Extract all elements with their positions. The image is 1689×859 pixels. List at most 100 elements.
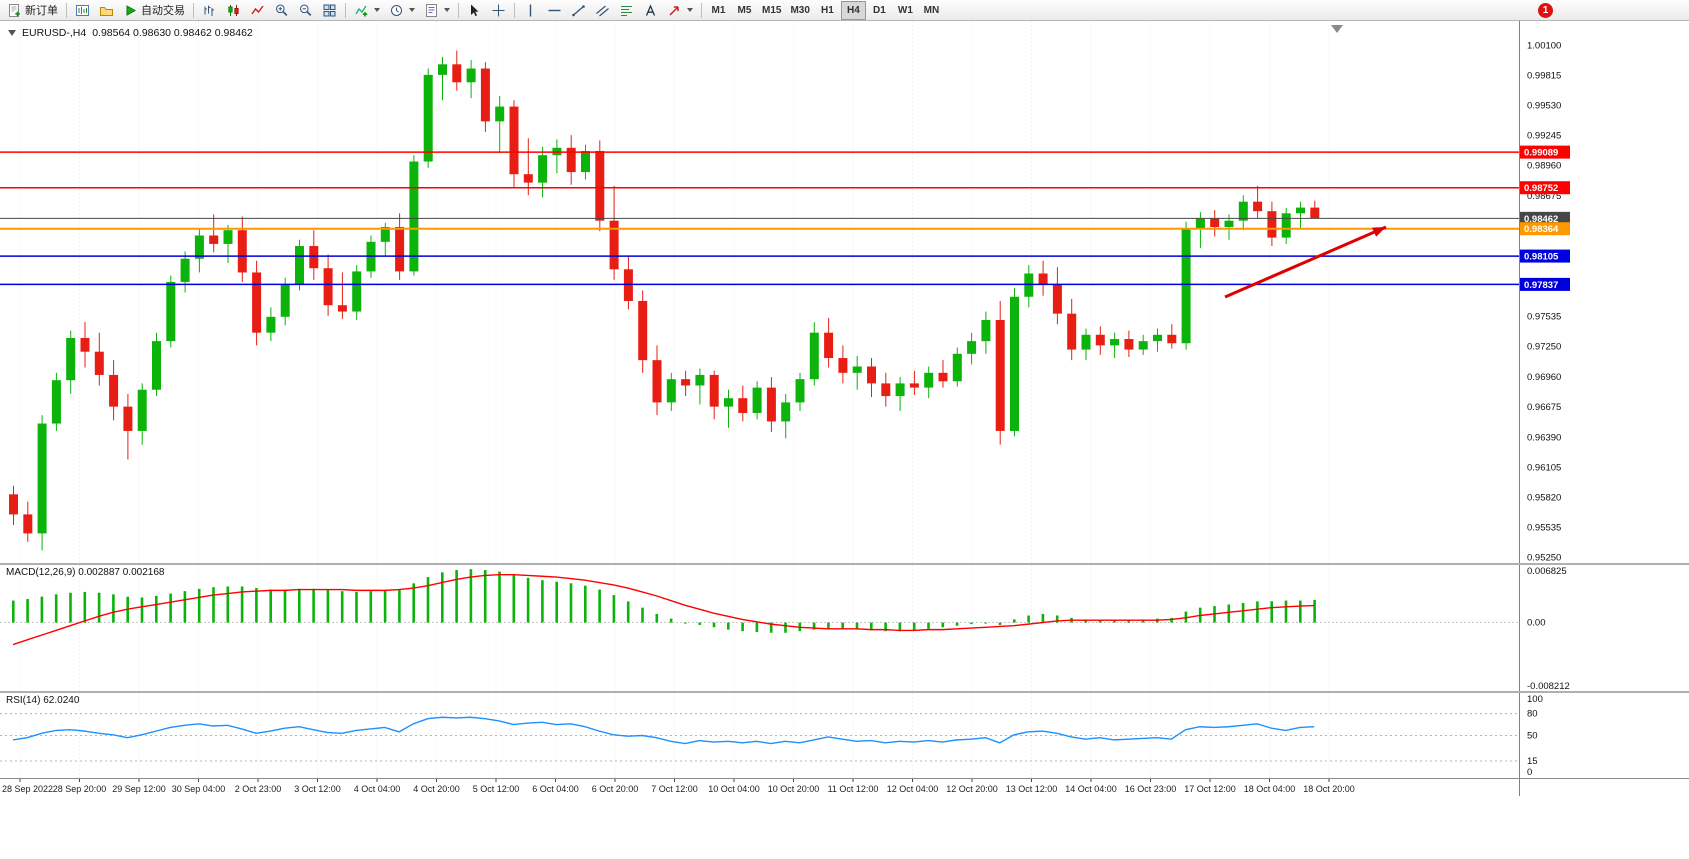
candlestick-chart-button[interactable] xyxy=(222,1,245,20)
svg-text:80: 80 xyxy=(1527,709,1538,720)
tf-button-m1[interactable]: M1 xyxy=(706,1,731,20)
svg-text:1.00100: 1.00100 xyxy=(1527,40,1561,51)
svg-text:12 Oct 20:00: 12 Oct 20:00 xyxy=(946,784,998,794)
new-chart-button[interactable] xyxy=(71,1,94,20)
svg-text:0.95820: 0.95820 xyxy=(1527,492,1561,503)
zoom-in-button[interactable] xyxy=(270,1,293,20)
time-axis-canvas[interactable]: 28 Sep 2022 28 Sep 20:00 29 Sep 12:00 30 Se… xyxy=(0,779,1689,797)
tf-button-h1[interactable]: H1 xyxy=(815,1,840,20)
svg-text:16 Oct 23:00: 16 Oct 23:00 xyxy=(1125,784,1177,794)
cursor-button[interactable] xyxy=(463,1,486,20)
toolbar-separator xyxy=(66,2,67,18)
chart-profiles-button[interactable] xyxy=(95,1,118,20)
chart-shift-marker xyxy=(1331,25,1343,33)
toolbar-separator xyxy=(193,2,194,18)
text-button[interactable] xyxy=(639,1,662,20)
tf-button-w1[interactable]: W1 xyxy=(893,1,918,20)
macd-label: MACD(12,26,9) 0.002887 0.002168 xyxy=(6,567,165,578)
svg-text:7 Oct 12:00: 7 Oct 12:00 xyxy=(651,784,698,794)
panel-resize-handle[interactable] xyxy=(0,563,1689,565)
rsi-canvas[interactable]: 100 80 50 150 xyxy=(0,693,1689,778)
svg-text:13 Oct 12:00: 13 Oct 12:00 xyxy=(1006,784,1058,794)
templates-button[interactable] xyxy=(420,1,454,20)
zoom-out-icon xyxy=(300,4,312,16)
svg-text:0.98752: 0.98752 xyxy=(1524,183,1558,194)
toolbar-separator xyxy=(514,2,515,18)
svg-text:0.96960: 0.96960 xyxy=(1527,372,1561,383)
chart-title: EURUSD-,H4 0.98564 0.98630 0.98462 0.984… xyxy=(8,27,253,39)
templates-icon xyxy=(426,3,437,17)
time-axis[interactable]: 28 Sep 2022 28 Sep 20:00 29 Sep 12:00 30 Se… xyxy=(0,778,1689,797)
crosshair-button[interactable] xyxy=(487,1,510,20)
channel-button[interactable] xyxy=(591,1,614,20)
svg-text:3 Oct 12:00: 3 Oct 12:00 xyxy=(294,784,341,794)
svg-text:0.96105: 0.96105 xyxy=(1527,462,1561,473)
svg-text:29 Sep 12:00: 29 Sep 12:00 xyxy=(112,784,166,794)
indicators-button[interactable] xyxy=(350,1,384,20)
svg-text:30 Sep 04:00: 30 Sep 04:00 xyxy=(172,784,226,794)
text-icon xyxy=(645,3,656,16)
svg-text:0.98675: 0.98675 xyxy=(1527,191,1561,202)
price-tag xyxy=(1520,249,1570,263)
panel-resize-handle[interactable] xyxy=(0,691,1689,693)
svg-text:0.99089: 0.99089 xyxy=(1524,148,1558,159)
zoom-out-button[interactable] xyxy=(294,1,317,20)
auto-trading-label: 自动交易 xyxy=(141,5,185,17)
svg-text:0.95535: 0.95535 xyxy=(1527,523,1561,534)
tf-button-m15[interactable]: M15 xyxy=(758,1,785,20)
svg-text:18 Oct 20:00: 18 Oct 20:00 xyxy=(1303,784,1355,794)
auto-trading-button[interactable]: 自动交易 xyxy=(119,1,189,20)
chart-profiles-icon xyxy=(100,6,113,16)
notification-badge[interactable]: 1 xyxy=(1538,3,1553,18)
tile-windows-button[interactable] xyxy=(318,1,341,20)
new-order-button[interactable]: 新订单 xyxy=(3,1,62,20)
svg-text:4 Oct 20:00: 4 Oct 20:00 xyxy=(413,784,460,794)
svg-text:0.99815: 0.99815 xyxy=(1527,70,1561,81)
svg-text:0.98364: 0.98364 xyxy=(1524,224,1559,235)
svg-text:0.96390: 0.96390 xyxy=(1527,432,1561,443)
vertical-line-button[interactable] xyxy=(519,1,542,20)
tf-button-d1[interactable]: D1 xyxy=(867,1,892,20)
macd-canvas[interactable]: 0.006825 0.00 -0.008212 xyxy=(0,565,1689,692)
ohlc-values: 0.98564 0.98630 0.98462 0.98462 xyxy=(92,27,253,39)
horizontal-line-button[interactable] xyxy=(543,1,566,20)
main-chart[interactable]: 1.00100 0.99815 0.99530 0.99245 0.98960 0.986… xyxy=(0,21,1689,564)
price-tag xyxy=(1520,211,1570,225)
arrows-button[interactable] xyxy=(663,1,697,20)
channel-icon xyxy=(596,5,609,16)
fibonacci-button[interactable] xyxy=(615,1,638,20)
bar-chart-button[interactable] xyxy=(198,1,221,20)
trendline-icon xyxy=(572,4,585,16)
rsi-panel[interactable]: RSI(14) 62.0240 100 80 50 15 0 xyxy=(0,693,1689,778)
periods-button[interactable] xyxy=(385,1,419,20)
new-order-icon xyxy=(9,3,20,17)
tf-button-mn[interactable]: MN xyxy=(919,1,944,20)
tf-button-m30[interactable]: M30 xyxy=(786,1,813,20)
toolbar: 新订单 自动交易 xyxy=(0,0,1689,21)
svg-text:4 Oct 04:00: 4 Oct 04:00 xyxy=(354,784,401,794)
trendline-button[interactable] xyxy=(567,1,590,20)
one-click-trading-toggle[interactable] xyxy=(8,30,16,36)
chevron-down-icon xyxy=(687,8,693,12)
tf-button-m5[interactable]: M5 xyxy=(732,1,757,20)
price-tag xyxy=(1520,222,1570,236)
svg-text:0.97250: 0.97250 xyxy=(1527,341,1561,352)
line-chart-button[interactable] xyxy=(246,1,269,20)
horizontal-line-icon xyxy=(548,9,561,11)
crosshair-icon xyxy=(492,4,505,16)
svg-text:2 Oct 23:00: 2 Oct 23:00 xyxy=(235,784,282,794)
svg-text:11 Oct 12:00: 11 Oct 12:00 xyxy=(828,784,879,794)
svg-text:0.99245: 0.99245 xyxy=(1527,131,1561,142)
window-background xyxy=(0,796,1689,859)
symbol-period-label: EURUSD-,H4 xyxy=(22,27,87,39)
price-tag xyxy=(1520,145,1570,159)
auto-trading-icon xyxy=(126,4,137,16)
macd-panel[interactable]: MACD(12,26,9) 0.002887 0.002168 0.006825… xyxy=(0,565,1689,692)
toolbar-separator xyxy=(458,2,459,18)
trend-arrow-annotation xyxy=(1224,225,1387,299)
svg-text:15: 15 xyxy=(1527,756,1538,767)
svg-text:28 Sep 2022: 28 Sep 2022 xyxy=(2,784,53,794)
svg-text:14 Oct 04:00: 14 Oct 04:00 xyxy=(1065,784,1117,794)
tf-button-h4[interactable]: H4 xyxy=(840,0,866,20)
main-chart-canvas[interactable]: 1.00100 0.99815 0.99530 0.99245 0.98960 0.986… xyxy=(0,21,1689,564)
